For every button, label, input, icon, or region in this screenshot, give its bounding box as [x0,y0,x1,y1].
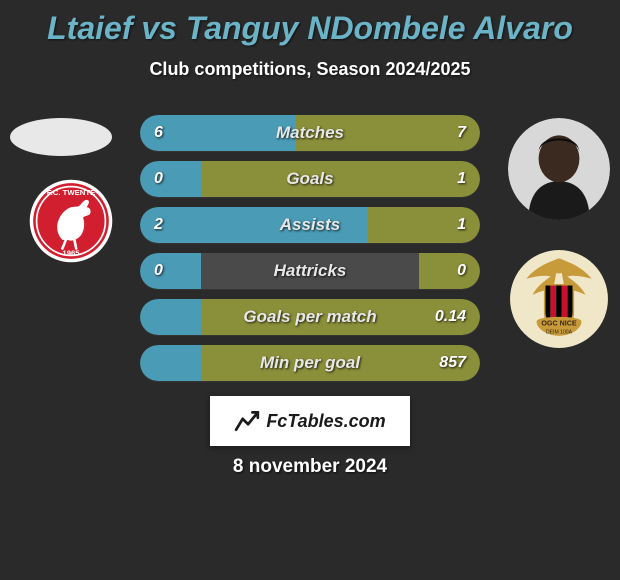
fctables-label: FcTables.com [266,411,385,432]
stat-row: 0.14Goals per match [140,299,480,335]
stat-value-right: 857 [439,354,466,372]
stat-bar-left [140,161,201,197]
comparison-title: Ltaief vs Tanguy NDombele Alvaro [0,0,620,47]
svg-text:DEIM 100A: DEIM 100A [546,330,573,336]
stat-bar-left [140,253,201,289]
stat-value-left: 0 [154,170,163,188]
comparison-subtitle: Club competitions, Season 2024/2025 [0,59,620,80]
player-right-avatar-icon [508,118,610,220]
stat-value-left: 2 [154,216,163,234]
svg-text:F.C. TWENTE: F.C. TWENTE [47,188,96,197]
stat-value-right: 0.14 [435,308,466,326]
player-left-avatar [10,118,112,156]
stat-bar-right [296,115,480,151]
stat-bar-right [419,253,480,289]
stat-value-left: 6 [154,124,163,142]
stat-value-right: 1 [457,170,466,188]
stat-bar-right [201,345,480,381]
player-right-avatar [508,118,610,220]
svg-text:1965: 1965 [62,248,80,257]
chart-icon [234,408,260,434]
stat-value-left: 0 [154,262,163,280]
stat-value-right: 7 [457,124,466,142]
stat-value-right: 0 [457,262,466,280]
svg-text:OGC NICE: OGC NICE [541,320,576,328]
ogc-nice-icon: OGC NICE DEIM 100A [508,248,610,350]
stat-bar-left [140,345,201,381]
club-left-crest: F.C. TWENTE 1965 [28,178,114,264]
stat-row: 857Min per goal [140,345,480,381]
stat-row: 21Assists [140,207,480,243]
stat-row: 67Matches [140,115,480,151]
stat-bar-right [201,161,480,197]
fctables-badge[interactable]: FcTables.com [210,396,410,446]
stats-bars-container: 67Matches01Goals21Assists00Hattricks0.14… [140,115,480,391]
stat-row: 01Goals [140,161,480,197]
stat-value-right: 1 [457,216,466,234]
club-right-crest: OGC NICE DEIM 100A [508,248,610,350]
fc-twente-icon: F.C. TWENTE 1965 [28,178,114,264]
stat-bar-left [140,299,201,335]
stat-row: 00Hattricks [140,253,480,289]
stat-bar-left [140,115,296,151]
stat-bar-left [140,207,368,243]
comparison-date: 8 november 2024 [0,456,620,478]
